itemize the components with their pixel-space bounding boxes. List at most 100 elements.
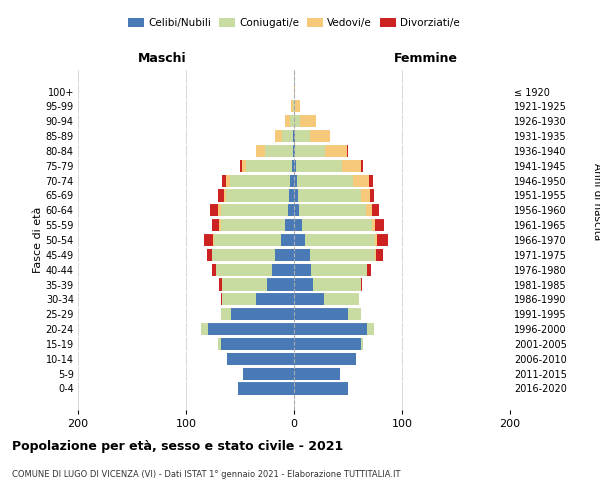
Bar: [226, 174, 294, 186]
Bar: [294, 323, 374, 335]
Bar: [294, 294, 359, 306]
Bar: [294, 249, 310, 261]
Bar: [210, 204, 294, 216]
Bar: [294, 264, 367, 276]
Bar: [221, 294, 294, 306]
Bar: [212, 249, 294, 261]
Bar: [294, 368, 340, 380]
Bar: [221, 278, 294, 290]
Bar: [212, 249, 294, 261]
Bar: [294, 382, 348, 394]
Bar: [226, 190, 294, 202]
Bar: [294, 145, 348, 157]
Bar: [294, 219, 302, 231]
Bar: [221, 308, 294, 320]
Bar: [294, 86, 295, 98]
Bar: [294, 160, 296, 172]
Bar: [294, 234, 377, 246]
Bar: [221, 308, 294, 320]
Bar: [294, 338, 363, 350]
Bar: [243, 368, 294, 380]
Bar: [294, 100, 295, 112]
Bar: [238, 382, 294, 394]
Bar: [294, 264, 311, 276]
Bar: [206, 249, 294, 261]
Bar: [221, 204, 294, 216]
Bar: [294, 382, 348, 394]
Bar: [286, 115, 294, 128]
Bar: [294, 204, 367, 216]
Bar: [275, 130, 294, 142]
Bar: [294, 174, 373, 186]
Bar: [272, 264, 294, 276]
Bar: [221, 294, 294, 306]
Bar: [213, 234, 294, 246]
Bar: [289, 190, 294, 202]
Bar: [294, 368, 340, 380]
Bar: [227, 352, 294, 365]
Bar: [294, 234, 388, 246]
Bar: [294, 115, 316, 128]
Bar: [247, 160, 294, 172]
Bar: [294, 352, 356, 365]
Bar: [294, 249, 375, 261]
Bar: [224, 190, 294, 202]
Bar: [294, 145, 295, 157]
Bar: [294, 234, 375, 246]
Bar: [227, 352, 294, 365]
Bar: [214, 234, 294, 246]
Bar: [290, 174, 294, 186]
Bar: [294, 160, 361, 172]
Bar: [208, 323, 294, 335]
Bar: [218, 338, 294, 350]
Bar: [294, 204, 379, 216]
Bar: [243, 368, 294, 380]
Bar: [294, 352, 356, 365]
Bar: [294, 174, 353, 186]
Bar: [212, 264, 294, 276]
Bar: [294, 382, 348, 394]
Y-axis label: Fasce di età: Fasce di età: [32, 207, 43, 273]
Bar: [281, 234, 294, 246]
Bar: [205, 234, 294, 246]
Bar: [294, 130, 310, 142]
Bar: [294, 100, 301, 112]
Bar: [294, 219, 383, 231]
Bar: [290, 115, 294, 128]
Bar: [291, 100, 294, 112]
Text: Anni di nascita: Anni di nascita: [592, 163, 600, 240]
Bar: [294, 145, 325, 157]
Bar: [238, 382, 294, 394]
Bar: [212, 219, 294, 231]
Bar: [294, 338, 361, 350]
Bar: [256, 145, 294, 157]
Bar: [243, 368, 294, 380]
Text: COMUNE DI LUGO DI VICENZA (VI) - Dati ISTAT 1° gennaio 2021 - Elaborazione TUTTI: COMUNE DI LUGO DI VICENZA (VI) - Dati IS…: [12, 470, 401, 479]
Bar: [294, 160, 341, 172]
Bar: [286, 115, 294, 128]
Bar: [275, 249, 294, 261]
Bar: [294, 338, 363, 350]
Bar: [294, 219, 372, 231]
Bar: [265, 145, 294, 157]
Bar: [294, 130, 329, 142]
Bar: [294, 204, 372, 216]
Bar: [294, 219, 375, 231]
Bar: [294, 160, 363, 172]
Bar: [294, 100, 301, 112]
Bar: [221, 308, 294, 320]
Bar: [294, 190, 374, 202]
Bar: [240, 160, 294, 172]
Bar: [294, 278, 313, 290]
Bar: [293, 100, 294, 112]
Bar: [220, 219, 294, 231]
Bar: [294, 174, 297, 186]
Bar: [294, 249, 383, 261]
Bar: [294, 294, 359, 306]
Text: Maschi: Maschi: [137, 52, 187, 65]
Bar: [232, 308, 294, 320]
Bar: [292, 160, 294, 172]
Text: Femmine: Femmine: [394, 52, 458, 65]
Bar: [294, 368, 340, 380]
Bar: [218, 338, 294, 350]
